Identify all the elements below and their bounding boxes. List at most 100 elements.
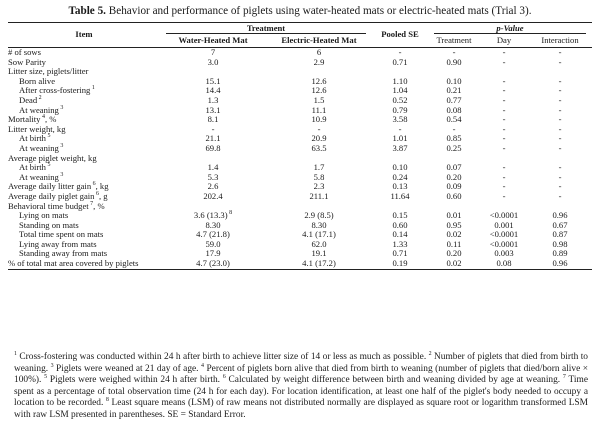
cell-pooled-se: 0.15: [392, 210, 408, 221]
header-pooled-se: Pooled SE: [372, 22, 428, 48]
header-p-day: Day: [480, 35, 528, 48]
table-row: Litter weight, kg - - - - - -: [8, 123, 592, 135]
cell-electric: 2.9 (8.5): [304, 210, 334, 221]
table-row: Average daily litter gain 6, kg 2.6 2.3 0.1…: [8, 181, 592, 192]
cell-p-interaction: 0.96: [552, 210, 568, 221]
cell-pooled-se: 0.60: [392, 219, 408, 230]
cell-p-interaction: -: [558, 114, 562, 125]
cell-pooled-se: 0.71: [392, 248, 408, 259]
footnote-text: Least square means (LSM) of raw means no…: [14, 398, 588, 420]
cell-water: 17.9: [205, 248, 221, 259]
cell-electric: -: [317, 123, 321, 134]
footnote-marker: 5: [44, 373, 48, 380]
footnote-text: Time spent as a percentage of total obse…: [14, 375, 588, 408]
footnote-marker: 1: [14, 350, 17, 357]
cell-p-treatment: 0.02: [428, 258, 480, 270]
table-caption: Table 5. Behavior and performance of pig…: [0, 4, 600, 18]
row-item-label: At weaning: [19, 142, 59, 153]
row-item: Standing on mats: [8, 220, 160, 231]
cell-pooled-se: 0.13: [392, 181, 408, 192]
row-item-label: At weaning: [19, 171, 59, 182]
row-item: At weaning 3: [8, 142, 160, 154]
cell-p-treatment: 0.07: [446, 162, 462, 173]
cell-p-day: -: [502, 123, 506, 134]
cell-water: 15.1: [205, 75, 221, 86]
row-item-label: Total time spent on mats: [19, 229, 104, 240]
cell-electric: 1.7: [313, 162, 325, 173]
footnote-marker: 8: [227, 210, 233, 217]
row-item: Litter weight, kg: [8, 123, 160, 135]
cell-electric: 19.1: [311, 248, 327, 259]
cell-p-interaction: -: [558, 162, 562, 173]
cell-p-day: <0.0001: [489, 229, 519, 240]
cell-p-day: -: [502, 181, 506, 192]
cell-p-day: -: [502, 162, 506, 173]
row-item-label: Average piglet weight, kg: [8, 152, 97, 163]
footnote-marker: 6: [222, 373, 226, 380]
row-item: Mortality 4, %: [8, 114, 160, 125]
cell-pooled-se: 11.64: [390, 190, 410, 201]
cell-pooled-se: 1.01: [392, 133, 408, 144]
row-item-label: At weaning: [19, 104, 59, 115]
row-item-label: At birth: [19, 162, 46, 173]
cell-p-treatment: -: [452, 123, 456, 134]
table-row: # of sows 7 6 - - - -: [8, 47, 592, 58]
cell-p-day: <0.0001: [489, 210, 519, 221]
footnote-text: Calculated by weight difference between …: [225, 375, 563, 385]
cell-p-treatment: 0.95: [446, 219, 462, 230]
footnote-marker: 5: [45, 162, 51, 169]
cell-p-day: -: [502, 56, 506, 67]
row-item-label: Lying away from mats: [19, 238, 97, 249]
cell-p-day: -: [502, 104, 506, 115]
row-item: Lying on mats: [8, 210, 160, 221]
footnote-text: Number of piglets that died from birth t…: [14, 352, 588, 374]
cell-electric: 2.9: [313, 56, 325, 67]
cell-p-interaction: -: [558, 171, 562, 182]
cell-p-interaction: -: [558, 56, 562, 67]
row-item-label: Lying on mats: [19, 210, 69, 221]
row-item: At weaning 3: [8, 171, 160, 183]
footnote-marker: 7: [562, 373, 566, 380]
cell-pooled-se: 1.04: [392, 85, 408, 96]
cell-pooled-se: 0.14: [392, 229, 408, 240]
cell-water: 7: [210, 47, 216, 57]
footnotes: 1 Cross-fostering was conducted within 2…: [14, 350, 588, 421]
row-item: At birth 5: [8, 162, 160, 173]
cell-water: 2.6: [207, 181, 219, 192]
cell-p-day: -: [502, 75, 506, 86]
cell-p-treatment: 0.85: [446, 133, 462, 144]
table-row: Lying on mats 3.6 (13.3) 8 2.9 (8.5) 0.15 0.…: [8, 210, 592, 221]
row-item-label: Mortality: [8, 114, 41, 125]
cell-pooled-se: 0.10: [392, 162, 408, 173]
cell-electric: 20.9: [311, 133, 327, 144]
cell-water: 13.1: [205, 104, 221, 115]
footnote-marker: 3: [58, 143, 64, 150]
cell-water: 69.8: [205, 142, 221, 153]
cell-p-interaction: 0.98: [552, 238, 568, 249]
cell-p-day: -: [502, 190, 506, 201]
cell-electric: 12.6: [311, 75, 327, 86]
cell-p-day: -: [502, 142, 506, 153]
table-row: Litter size, piglets/litter: [8, 66, 592, 77]
row-item: Standing away from mats: [8, 249, 160, 259]
row-item: Average piglet weight, kg: [8, 152, 160, 164]
row-item-label: Litter weight, kg: [8, 123, 66, 134]
footnote-marker: 7: [88, 200, 94, 207]
cell-pooled-se: 0.71: [392, 56, 408, 67]
row-item-unit: , g: [98, 190, 108, 201]
cell-pooled-se: 0.24: [392, 171, 408, 182]
table-row: Average piglet weight, kg: [8, 152, 592, 164]
row-item: % of total mat area covered by piglets: [8, 258, 160, 270]
cell-p-treatment: 0.60: [446, 190, 462, 201]
cell-p-interaction: -: [558, 94, 562, 105]
table-row: At birth 5 21.1 20.9 1.01 0.85 - -: [8, 133, 592, 144]
footnote-marker: 3: [58, 104, 64, 111]
row-item-label: Average daily piglet gain: [8, 190, 95, 201]
cell-water: 4.7 (23.0): [160, 258, 266, 270]
row-item-label: Litter size, piglets/litter: [8, 66, 89, 77]
cell-electric: 12.6: [311, 85, 327, 96]
cell-p-interaction: -: [558, 85, 562, 96]
row-item-label: Average daily litter gain: [8, 181, 92, 192]
row-item-label: Behavioral time budget: [8, 200, 89, 211]
cell-p-treatment: 0.25: [446, 142, 462, 153]
